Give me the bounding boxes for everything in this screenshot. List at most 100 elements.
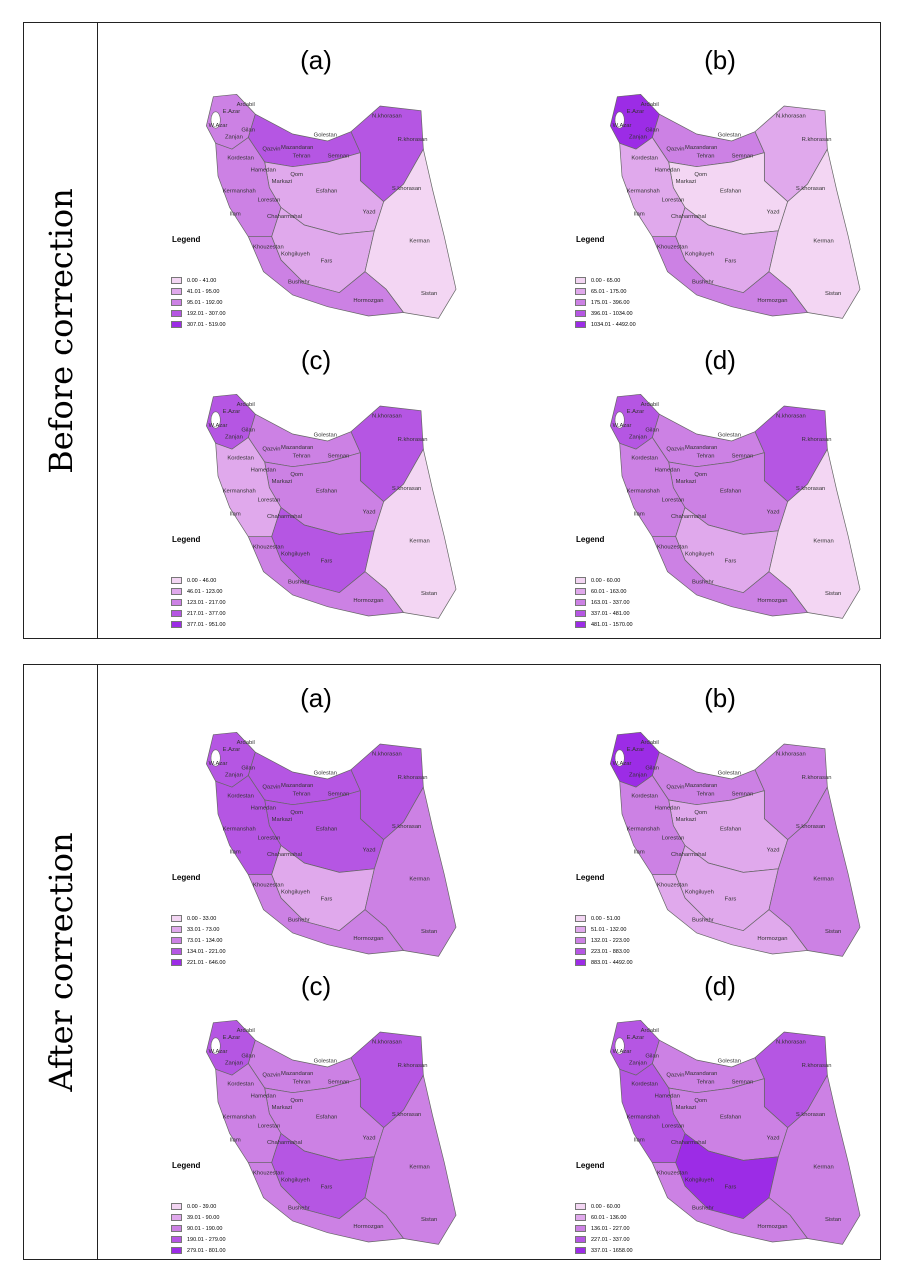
province-label: Bushehr — [288, 579, 310, 585]
province-label: Tehran — [697, 1079, 715, 1085]
province-label: S.khorasan — [392, 824, 421, 830]
legend-class-label: 227.01 - 337.00 — [591, 1236, 630, 1243]
province-label: Zanjan — [629, 1061, 647, 1067]
province-label: Hamedan — [251, 805, 276, 811]
province-label: R.khorasan — [398, 137, 428, 143]
province-label: Golestan — [314, 432, 337, 438]
province-label: Golestan — [718, 1058, 741, 1064]
panel-title: (b) — [704, 683, 736, 713]
province-label: Mazandaran — [685, 783, 717, 789]
section-before: Before correction (a) E.Azar W.Azar Ardabil… — [23, 22, 881, 639]
province-label: Chaharmahal — [267, 1140, 302, 1146]
province-label: W.Azar — [209, 123, 228, 129]
legend-swatch — [575, 277, 586, 284]
legend-class-label: 65.01 - 175.00 — [591, 288, 627, 295]
province-label: Qom — [694, 472, 707, 478]
legend-class-label: 279.01 - 801.00 — [187, 1247, 226, 1254]
province-label: Ardabil — [237, 102, 255, 108]
province-label: Hormozgan — [757, 298, 787, 304]
province-label: Zanjan — [629, 435, 647, 441]
province-label: Khouzestan — [657, 882, 688, 888]
province-label: Hormozgan — [353, 298, 383, 304]
province-label: Esfahan — [720, 826, 741, 832]
province-label: Qazvin — [262, 784, 280, 790]
province-label: Kohgiluyeh — [685, 1177, 714, 1183]
legend-class-label: 0.00 - 60.00 — [591, 1203, 621, 1210]
province-label: Kordestan — [227, 1082, 254, 1088]
province-label: Ilam — [634, 512, 645, 518]
legend-class-label: 51.01 - 132.00 — [591, 926, 627, 933]
province-label: Qom — [290, 172, 303, 178]
legend-row: 46.01 - 123.00 — [171, 586, 226, 597]
province-label: Markazi — [272, 817, 292, 823]
province-label: Esfahan — [720, 188, 741, 194]
legend-swatch — [171, 310, 182, 317]
legend-row: 51.01 - 132.00 — [575, 924, 633, 935]
province-label: Yazd — [363, 509, 376, 515]
legend-class-label: 481.01 - 1570.00 — [591, 621, 633, 628]
province-label: Ardabil — [641, 1028, 659, 1034]
province-label: Kerman — [409, 1165, 429, 1171]
province-label: E.Azar — [627, 109, 645, 115]
province-label: Hamedan — [251, 467, 276, 473]
legend: 0.00 - 33.00 33.01 - 73.00 73.01 - 134.00 1… — [171, 913, 226, 968]
legend-swatch — [171, 599, 182, 606]
legend-class-label: 223.01 - 883.00 — [591, 948, 630, 955]
province-label: Esfahan — [720, 1114, 741, 1120]
province-label: Golestan — [718, 132, 741, 138]
legend-swatch — [171, 959, 182, 966]
province-label: W.Azar — [209, 1049, 228, 1055]
lake-urmia — [210, 111, 221, 129]
province-label: Markazi — [676, 479, 696, 485]
map-panel: (d) E.Azar W.Azar Ardabil Zanjan Gilan Mazanda… — [560, 971, 880, 1271]
province-label: Gilan — [241, 766, 255, 772]
province-label: Sistan — [825, 291, 841, 297]
legend-row: 279.01 - 801.00 — [171, 1245, 226, 1256]
province-label: Qazvin — [666, 446, 684, 452]
province-label: E.Azar — [223, 747, 241, 753]
region-coast — [247, 874, 405, 955]
province-label: Mazandaran — [281, 783, 313, 789]
province-label: Hamedan — [251, 1093, 276, 1099]
province-label: Zanjan — [225, 135, 243, 141]
map-panel: (d) E.Azar W.Azar Ardabil Zanjan Gilan Mazanda… — [560, 345, 880, 645]
province-label: Fars — [725, 558, 737, 564]
map-panel: (c) E.Azar W.Azar Ardabil Zanjan Gilan Mazanda… — [156, 345, 476, 645]
lake-urmia — [614, 411, 625, 429]
legend-row: 227.01 - 337.00 — [575, 1234, 633, 1245]
legend-swatch — [171, 588, 182, 595]
province-label: Kohgiluyeh — [685, 889, 714, 895]
province-label: Chaharmahal — [671, 1140, 706, 1146]
province-label: Sistan — [825, 1217, 841, 1223]
province-label: Gilan — [645, 1054, 659, 1060]
panel-title: (a) — [300, 683, 332, 713]
province-label: Hormozgan — [757, 936, 787, 942]
province-label: Markazi — [676, 179, 696, 185]
province-label: Kermanshah — [223, 188, 256, 194]
legend-class-label: 1034.01 - 4492.00 — [591, 321, 636, 328]
province-label: Bushehr — [288, 1205, 310, 1211]
legend-class-label: 46.01 - 123.00 — [187, 588, 223, 595]
province-label: W.Azar — [613, 1049, 632, 1055]
province-label: Sistan — [421, 591, 437, 597]
province-label: Kordestan — [631, 456, 658, 462]
province-label: Yazd — [767, 847, 780, 853]
province-label: Esfahan — [316, 188, 337, 194]
province-label: Fars — [725, 896, 737, 902]
province-label: Hamedan — [251, 167, 276, 173]
province-label: Khouzestan — [657, 1170, 688, 1176]
province-label: Kerman — [409, 239, 429, 245]
province-label: Mazandaran — [685, 445, 717, 451]
province-label: Tehran — [697, 791, 715, 797]
province-label: Golestan — [314, 770, 337, 776]
province-label: Khouzestan — [657, 244, 688, 250]
province-label: Qom — [290, 1098, 303, 1104]
province-label: Bushehr — [692, 1205, 714, 1211]
province-label: Kermanshah — [223, 826, 256, 832]
legend-class-label: 377.01 - 951.00 — [187, 621, 226, 628]
legend-class-label: 883.01 - 4492.00 — [591, 959, 633, 966]
province-label: Qazvin — [666, 1072, 684, 1078]
section-label: After correction — [41, 832, 80, 1092]
